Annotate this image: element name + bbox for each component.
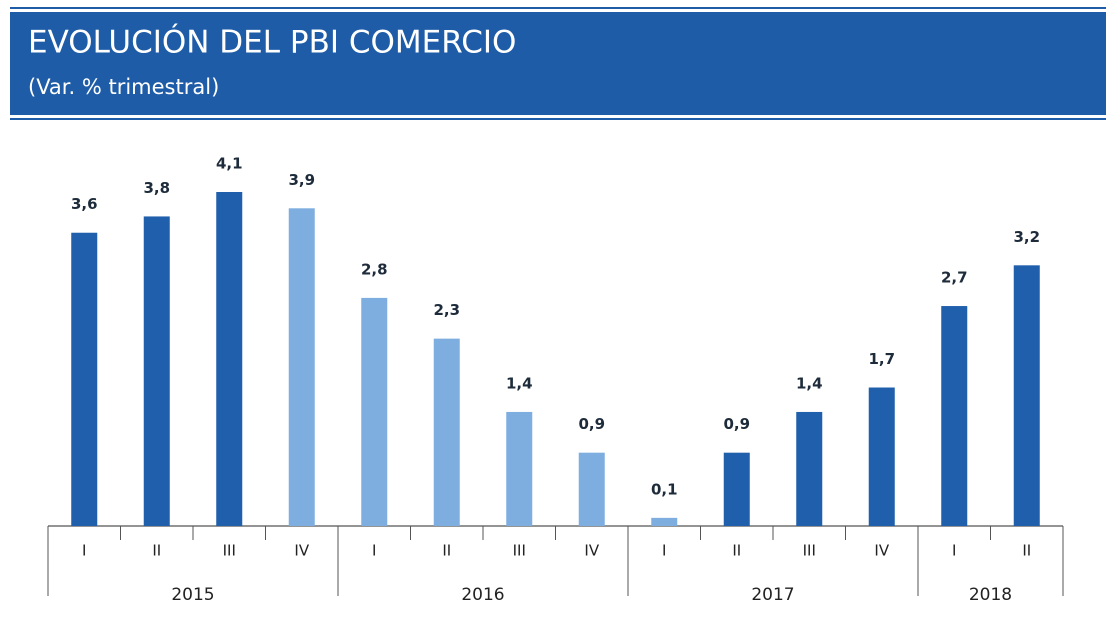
value-label: 1,4: [506, 374, 533, 392]
chart-title: EVOLUCIÓN DEL PBI COMERCIO: [28, 24, 516, 61]
value-label: 1,7: [868, 350, 895, 368]
x-tick-label: I: [372, 542, 376, 560]
x-tick-label: IV: [294, 542, 309, 560]
bar: [288, 208, 315, 527]
value-label: 1,4: [796, 374, 823, 392]
value-label: 3,8: [143, 179, 170, 197]
bar: [796, 411, 823, 526]
x-tick-label: III: [513, 542, 526, 560]
x-tick-label: II: [442, 542, 451, 560]
value-label: 4,1: [216, 155, 243, 173]
x-tick-label: III: [223, 542, 236, 560]
bar: [723, 452, 750, 526]
bar: [868, 387, 895, 526]
x-tick-label: I: [662, 542, 666, 560]
value-label: 3,2: [1013, 228, 1040, 246]
x-tick-label: II: [732, 542, 741, 560]
bar: [143, 216, 170, 526]
value-label: 3,9: [288, 171, 315, 189]
bar: [506, 411, 533, 526]
value-label: 0,1: [651, 480, 678, 498]
x-tick-label: I: [82, 542, 86, 560]
header-band: [10, 12, 1106, 115]
value-label: 2,3: [433, 301, 460, 319]
bar: [1013, 265, 1040, 526]
value-label: 0,9: [723, 415, 750, 433]
x-tick-label: III: [803, 542, 816, 560]
chart-subtitle: (Var. % trimestral): [28, 75, 219, 99]
bar: [578, 452, 605, 526]
x-tick-label: IV: [874, 542, 889, 560]
bar: [216, 192, 243, 526]
bar: [71, 232, 98, 527]
value-label: 3,6: [71, 195, 98, 213]
x-tick-label: II: [1022, 542, 1031, 560]
value-label: 0,9: [578, 415, 605, 433]
x-tick-label: IV: [584, 542, 599, 560]
group-label: 2016: [461, 585, 504, 605]
value-label: 2,7: [941, 269, 968, 287]
x-tick-label: I: [952, 542, 956, 560]
value-label: 2,8: [361, 260, 388, 278]
x-tick-label: II: [152, 542, 161, 560]
bar: [651, 517, 678, 526]
bar: [361, 297, 388, 526]
group-label: 2018: [969, 585, 1012, 605]
bar: [941, 306, 968, 526]
group-label: 2017: [751, 585, 794, 605]
bar: [433, 338, 460, 526]
group-label: 2015: [171, 585, 214, 605]
